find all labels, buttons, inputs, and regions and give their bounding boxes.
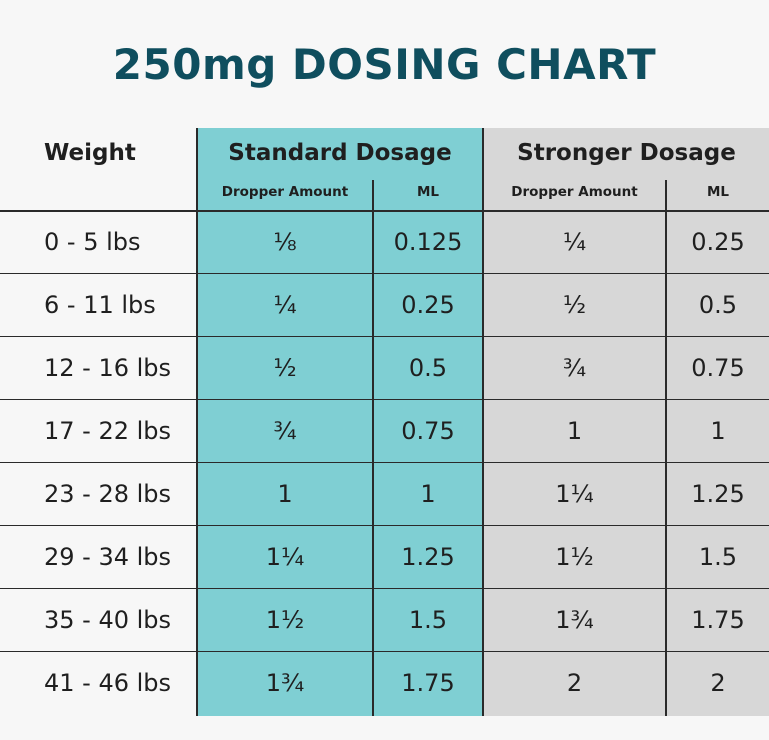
stronger-dropper-cell: 1¾ — [555, 606, 594, 634]
row-divider — [0, 651, 769, 652]
divider-str-dropper-ml — [665, 180, 667, 716]
weight-cell: 23 - 28 lbs — [44, 480, 172, 508]
weight-cell: 0 - 5 lbs — [44, 228, 141, 256]
standard-dropper-cell: 1¾ — [265, 669, 305, 697]
stronger-dropper-cell: 1½ — [555, 543, 594, 571]
stronger-ml-cell: 1.75 — [691, 606, 745, 634]
row-divider — [0, 462, 769, 463]
standard-ml-cell: 0.25 — [401, 291, 455, 319]
standard-dropper-cell: ½ — [273, 354, 297, 382]
stronger-ml-cell: 0.75 — [691, 354, 745, 382]
row-divider — [0, 525, 769, 526]
stronger-dropper-cell: ¾ — [562, 354, 587, 382]
row-divider — [0, 588, 769, 589]
stronger-ml-cell: 0.5 — [698, 291, 738, 319]
stronger-dosage-band — [483, 128, 769, 716]
standard-ml-cell: 0.125 — [393, 228, 463, 256]
weight-cell: 41 - 46 lbs — [44, 669, 172, 697]
standard-ml-cell: 1 — [420, 480, 436, 508]
header-bottom-line — [0, 210, 769, 212]
standard-dropper-amount-header: Dropper Amount — [221, 184, 349, 200]
standard-ml-cell: 1.75 — [401, 669, 455, 697]
stronger-ml-cell: 2 — [710, 669, 726, 697]
standard-ml-header: ML — [416, 184, 440, 200]
divider-std-dropper-ml — [372, 180, 374, 716]
standard-dropper-cell: ¾ — [273, 417, 297, 445]
stronger-ml-header: ML — [706, 184, 730, 200]
standard-ml-cell: 0.5 — [408, 354, 448, 382]
stronger-dropper-cell: 2 — [566, 669, 583, 697]
standard-dropper-cell: 1 — [277, 480, 293, 508]
stronger-ml-cell: 0.25 — [691, 228, 745, 256]
chart-title: 250mg DOSING CHART — [112, 40, 657, 89]
stronger-dropper-cell: ¼ — [562, 228, 587, 256]
weight-cell: 29 - 34 lbs — [44, 543, 172, 571]
divider-standard-stronger — [482, 128, 484, 716]
standard-dosage-header: Standard Dosage — [228, 140, 452, 166]
weight-cell: 35 - 40 lbs — [44, 606, 172, 634]
standard-ml-cell: 1.5 — [408, 606, 448, 634]
divider-weight-standard — [196, 128, 198, 716]
standard-dropper-cell: 1¼ — [265, 543, 305, 571]
stronger-ml-cell: 1.5 — [698, 543, 738, 571]
standard-dropper-cell: ¼ — [273, 291, 297, 319]
stronger-ml-cell: 1.25 — [691, 480, 745, 508]
stronger-dosage-header: Stronger Dosage — [517, 140, 736, 166]
stronger-ml-cell: 1 — [710, 417, 726, 445]
row-divider — [0, 273, 769, 274]
standard-dropper-cell: 1½ — [265, 606, 305, 634]
standard-ml-cell: 0.75 — [401, 417, 455, 445]
stronger-dropper-amount-header: Dropper Amount — [511, 184, 638, 200]
standard-dropper-cell: ⅛ — [273, 228, 297, 256]
stronger-dropper-cell: ½ — [562, 291, 587, 319]
standard-ml-cell: 1.25 — [401, 543, 455, 571]
weight-header: Weight — [44, 140, 136, 166]
row-divider — [0, 336, 769, 337]
weight-cell: 6 - 11 lbs — [44, 291, 156, 319]
weight-cell: 17 - 22 lbs — [44, 417, 172, 445]
row-divider — [0, 399, 769, 400]
stronger-dropper-cell: 1 — [566, 417, 583, 445]
stronger-dropper-cell: 1¼ — [555, 480, 594, 508]
weight-cell: 12 - 16 lbs — [44, 354, 172, 382]
standard-dosage-band — [197, 128, 483, 716]
